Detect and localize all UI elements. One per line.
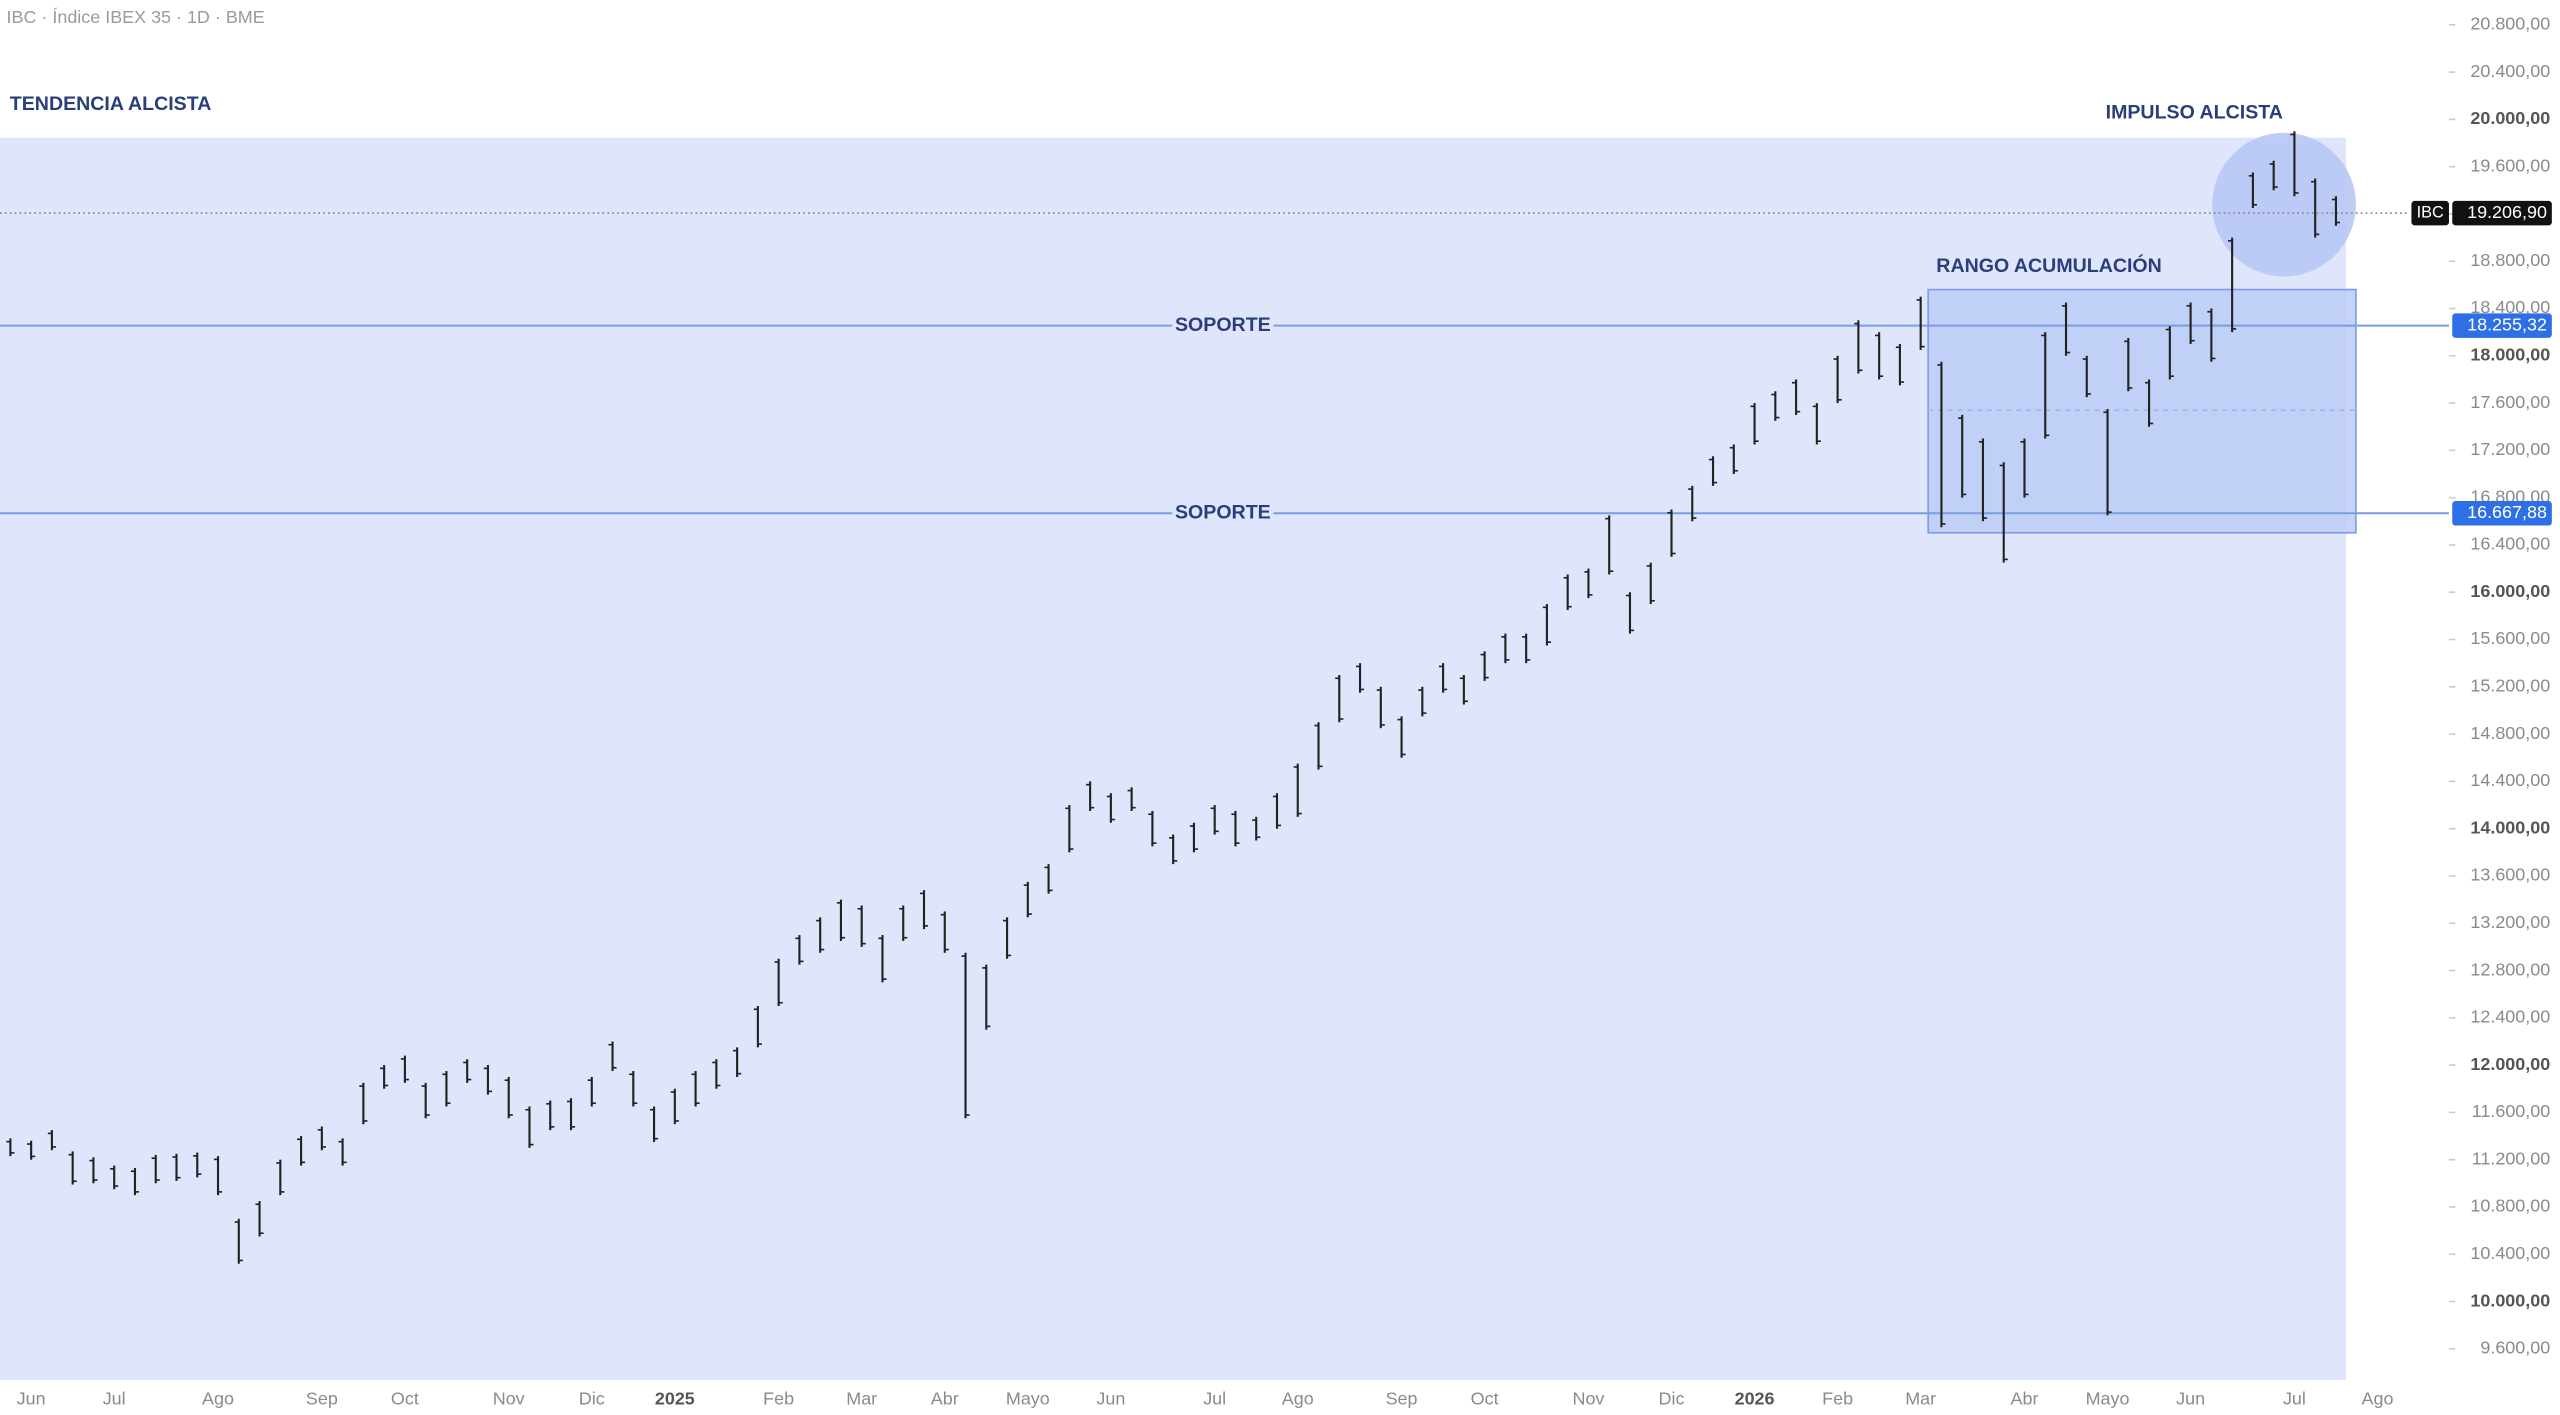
support-price: 18.255,32 [2467, 314, 2547, 334]
x-tick-label: Jul [1203, 1388, 1226, 1408]
support-price-box [2452, 313, 2552, 338]
y-tick-label: 14.400,00 [2470, 770, 2550, 790]
y-tick-label: 18.400,00 [2470, 297, 2550, 317]
x-tick-label: Oct [391, 1388, 419, 1408]
x-tick-label: 2025 [655, 1388, 695, 1408]
y-tick-label: 10.400,00 [2470, 1243, 2550, 1263]
y-tick-label: 17.200,00 [2470, 439, 2550, 459]
y-tick-label: 11.600,00 [2472, 1101, 2550, 1121]
support-label: SOPORTE [1175, 314, 1271, 336]
y-tick-label: 9.600,00 [2480, 1338, 2550, 1358]
x-tick-label: Sep [1386, 1388, 1418, 1408]
support-label: SOPORTE [1175, 501, 1271, 523]
y-tick-label: 17.600,00 [2470, 392, 2550, 412]
y-tick-label: 11.200,00 [2472, 1148, 2550, 1168]
last-price-box [2452, 200, 2552, 226]
x-tick-label: Mayo [1006, 1388, 1050, 1408]
y-tick-label: 20.800,00 [2470, 14, 2550, 34]
y-tick-label: 14.000,00 [2470, 817, 2550, 837]
y-tick-label: 12.400,00 [2470, 1007, 2550, 1027]
x-tick-label: Ago [202, 1388, 234, 1408]
last-price-label: 19.206,90 [2467, 202, 2547, 222]
support-price-box [2452, 501, 2552, 526]
x-tick-label: Ago [1282, 1388, 1314, 1408]
y-tick-label: 15.600,00 [2470, 628, 2550, 648]
y-tick-label: 10.800,00 [2470, 1196, 2550, 1216]
y-tick-label: 15.200,00 [2470, 676, 2550, 696]
y-tick-label: 18.800,00 [2470, 250, 2550, 270]
range-label: RANGO ACUMULACIÓN [1936, 253, 2162, 277]
x-tick-label: Nov [493, 1388, 525, 1408]
y-tick-label: 20.000,00 [2470, 108, 2550, 128]
x-tick-label: Jun [1096, 1388, 1125, 1408]
symbol-box [2411, 200, 2449, 226]
x-tick-label: Mar [1905, 1388, 1936, 1408]
y-tick-label: 10.000,00 [2470, 1290, 2550, 1310]
y-tick-label: 12.000,00 [2470, 1054, 2550, 1074]
x-tick-label: Ago [2362, 1388, 2394, 1408]
support-price: 16.667,88 [2467, 502, 2547, 522]
y-tick-label: 16.000,00 [2470, 581, 2550, 601]
y-tick-label: 14.800,00 [2470, 723, 2550, 743]
x-tick-label: Mar [846, 1388, 877, 1408]
x-tick-label: Mayo [2086, 1388, 2130, 1408]
x-tick-label: Nov [1572, 1388, 1604, 1408]
x-tick-label: Sep [306, 1388, 338, 1408]
x-tick-label: Dic [579, 1388, 605, 1408]
x-tick-label: Jun [2176, 1388, 2205, 1408]
support-text-bg [1172, 500, 1274, 527]
x-tick-label: Dic [1659, 1388, 1685, 1408]
y-tick-label: 20.400,00 [2470, 61, 2550, 81]
x-tick-label: 2026 [1735, 1388, 1775, 1408]
header-title: IBC · Índice IBEX 35 · 1D · BME [7, 7, 265, 27]
x-tick-label: Jun [17, 1388, 46, 1408]
y-tick-label: 12.800,00 [2470, 959, 2550, 979]
impulse-circle [2212, 132, 2356, 277]
symbol-label: IBC [2417, 203, 2444, 221]
trend-label: TENDENCIA ALCISTA [10, 93, 212, 115]
y-tick-label: 16.400,00 [2470, 534, 2550, 554]
y-tick-label: 18.000,00 [2470, 345, 2550, 365]
x-tick-label: Abr [2011, 1388, 2039, 1408]
y-tick-label: 19.600,00 [2470, 155, 2550, 175]
x-tick-label: Feb [763, 1388, 794, 1408]
y-tick-label: 13.200,00 [2470, 912, 2550, 932]
x-tick-label: Abr [931, 1388, 959, 1408]
support-text-bg [1172, 312, 1274, 339]
x-tick-label: Oct [1471, 1388, 1499, 1408]
x-tick-label: Jul [2283, 1388, 2306, 1408]
y-tick-label: 13.600,00 [2470, 865, 2550, 885]
impulse-label: IMPULSO ALCISTA [2106, 101, 2283, 123]
x-tick-label: Feb [1822, 1388, 1853, 1408]
x-tick-label: Jul [103, 1388, 126, 1408]
